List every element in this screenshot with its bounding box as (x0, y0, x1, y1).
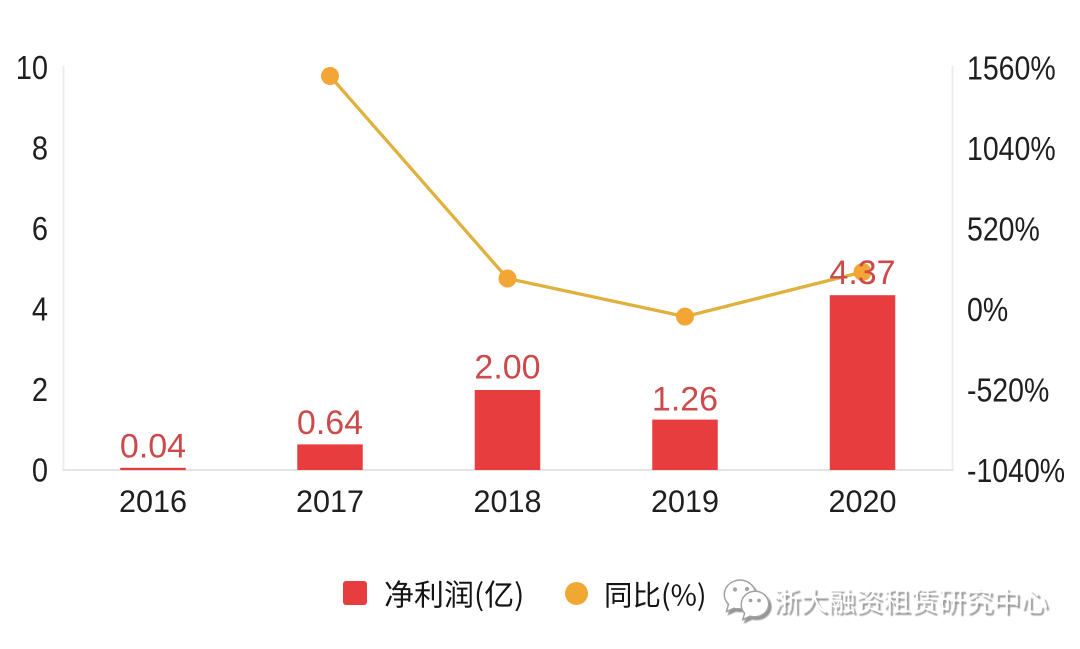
svg-text:2018: 2018 (474, 484, 542, 520)
svg-text:2019: 2019 (651, 484, 719, 520)
svg-text:0: 0 (32, 452, 48, 489)
svg-text:520%: 520% (967, 210, 1040, 248)
svg-text:8: 8 (32, 130, 48, 167)
svg-text:2020: 2020 (829, 484, 897, 520)
svg-text:2017: 2017 (296, 484, 364, 520)
svg-text:10: 10 (16, 49, 48, 86)
svg-text:2.00: 2.00 (474, 348, 540, 386)
svg-text:0.04: 0.04 (120, 427, 186, 465)
svg-text:2: 2 (32, 371, 48, 408)
svg-text:2016: 2016 (119, 484, 187, 520)
svg-text:1040%: 1040% (967, 130, 1056, 168)
svg-text:6: 6 (32, 210, 48, 247)
svg-text:0.64: 0.64 (297, 404, 363, 442)
svg-text:1560%: 1560% (967, 49, 1056, 87)
svg-text:-1040%: -1040% (967, 452, 1065, 490)
svg-text:4: 4 (32, 291, 48, 328)
svg-text:0%: 0% (967, 291, 1008, 329)
svg-text:4.37: 4.37 (829, 254, 895, 292)
svg-text:-520%: -520% (967, 371, 1049, 409)
svg-text:1.26: 1.26 (652, 381, 718, 419)
